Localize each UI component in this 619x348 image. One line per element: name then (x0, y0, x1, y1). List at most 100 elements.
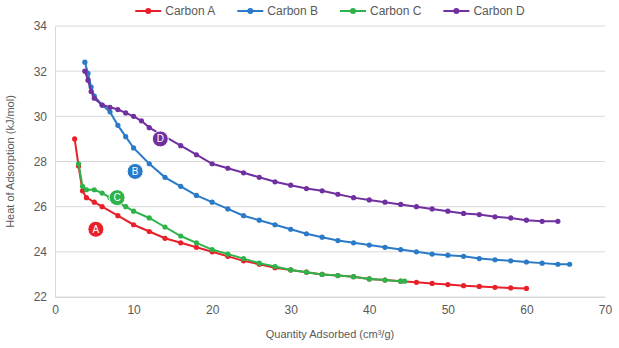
marker (100, 204, 105, 209)
tick-label: 28 (34, 155, 48, 169)
marker (304, 270, 309, 275)
grid-line (55, 206, 605, 207)
marker (351, 195, 356, 200)
legend-label: Carbon B (267, 4, 318, 18)
annotation-label: C (113, 192, 120, 203)
y-axis: 22242628303234 (34, 19, 56, 304)
tick: 26 (34, 200, 55, 214)
marker (115, 107, 120, 112)
marker (445, 282, 450, 287)
series-markers (82, 60, 572, 267)
annotation-badge (152, 131, 168, 147)
marker (320, 272, 325, 277)
marker (210, 247, 215, 252)
marker (147, 215, 152, 220)
tick: 50 (442, 297, 456, 317)
annotation: D (152, 131, 168, 147)
marker (92, 96, 97, 101)
legend-item: Carbon D (443, 4, 525, 18)
annotation-label: D (157, 133, 164, 144)
marker (367, 197, 372, 202)
marker (257, 261, 262, 266)
marker (367, 242, 372, 247)
marker (139, 118, 144, 123)
tick-label: 22 (34, 290, 48, 304)
tick-label: 20 (206, 303, 220, 317)
marker (508, 215, 513, 220)
marker (162, 236, 167, 241)
marker (72, 136, 77, 141)
marker (461, 211, 466, 216)
tick-label: 32 (34, 65, 48, 79)
marker (178, 233, 183, 238)
marker (89, 89, 94, 94)
tick: 22 (34, 290, 55, 304)
tick-label: 26 (34, 200, 48, 214)
marker (288, 227, 293, 232)
marker (92, 200, 97, 205)
marker (445, 253, 450, 258)
marker (367, 276, 372, 281)
grid-line (55, 251, 605, 252)
marker (492, 257, 497, 262)
tick: 30 (34, 110, 55, 124)
marker (492, 285, 497, 290)
marker (430, 281, 435, 286)
legend-marker (247, 8, 253, 14)
marker (445, 209, 450, 214)
annotation-label: B (132, 166, 139, 177)
marker (351, 274, 356, 279)
legend-label: Carbon D (473, 4, 525, 18)
marker (131, 114, 136, 119)
marker (80, 184, 85, 189)
annotation-badge (127, 163, 143, 179)
marker (162, 175, 167, 180)
marker (555, 219, 560, 224)
marker (461, 254, 466, 259)
annotation-badge (109, 190, 125, 206)
annotation: B (127, 163, 143, 179)
marker (100, 102, 105, 107)
marker (123, 134, 128, 139)
chart: 01020304050607022242628303234ABCDQuantit… (0, 0, 619, 348)
legend-label: Carbon A (165, 4, 215, 18)
x-axis: 010203040506070 (52, 297, 612, 317)
marker (85, 78, 90, 83)
marker (257, 218, 262, 223)
marker (304, 186, 309, 191)
marker (402, 279, 407, 284)
tick-label: 40 (363, 303, 377, 317)
marker (414, 249, 419, 254)
marker (194, 193, 199, 198)
marker (241, 256, 246, 261)
legend-item: Carbon C (340, 4, 422, 18)
marker (398, 202, 403, 207)
grid-line (55, 116, 605, 117)
marker (540, 219, 545, 224)
tick-label: 24 (34, 245, 48, 259)
marker (461, 283, 466, 288)
marker (84, 195, 89, 200)
marks (72, 60, 572, 291)
marker (382, 277, 387, 282)
marker (178, 184, 183, 189)
marker (123, 110, 128, 115)
marker (524, 259, 529, 264)
annotation: A (88, 221, 104, 237)
marker (115, 123, 120, 128)
tick-label: 50 (442, 303, 456, 317)
marker (147, 125, 152, 130)
series-markers (76, 161, 407, 284)
grid (55, 26, 605, 297)
tick: 0 (52, 297, 59, 317)
marker (304, 231, 309, 236)
annotation-label: A (93, 224, 100, 235)
marker (382, 200, 387, 205)
marker (210, 200, 215, 205)
marker (477, 256, 482, 261)
x-axis-title: Quantity Adsorbed (cm³/g) (266, 328, 394, 340)
marker (477, 284, 482, 289)
marker (82, 69, 87, 74)
marker (320, 235, 325, 240)
marker (288, 183, 293, 188)
